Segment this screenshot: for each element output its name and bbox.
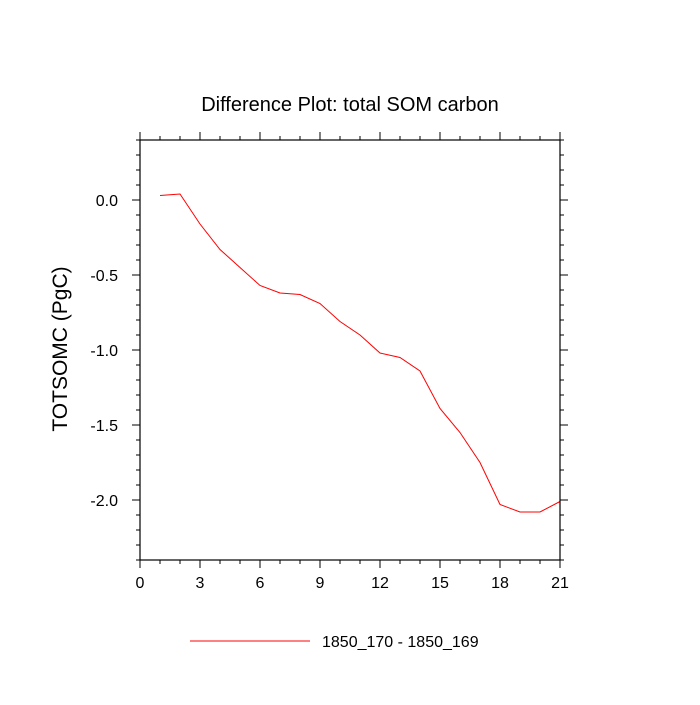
- x-tick-label: 0: [136, 575, 145, 592]
- y-tick-label: -1.5: [90, 418, 118, 435]
- y-tick-label: -2.0: [90, 493, 118, 510]
- series-layer: [159, 193, 561, 513]
- legend: 1850_170 - 1850_169: [190, 634, 479, 651]
- y-tick-label: -0.5: [90, 268, 118, 285]
- axis-ticks: 0 3 6 9 12 15 18 21 0.0 -0.5 -1.0 -1.5 -2.0: [90, 132, 569, 592]
- x-tick-label: 21: [551, 575, 569, 592]
- x-tick-label: 12: [371, 575, 389, 592]
- y-tick-label: 0.0: [96, 193, 118, 210]
- x-tick-label: 6: [256, 575, 265, 592]
- x-tick-label: 15: [431, 575, 449, 592]
- x-tick-label: 3: [196, 575, 205, 592]
- chart-title: Difference Plot: total SOM carbon: [201, 94, 499, 116]
- plot-frame: [139, 139, 561, 561]
- x-tick-label: 9: [316, 575, 325, 592]
- legend-label: 1850_170 - 1850_169: [322, 634, 479, 651]
- y-axis-label: TOTSOMC (PgC): [49, 266, 72, 431]
- series-line: [159, 193, 561, 513]
- x-tick-label: 18: [491, 575, 509, 592]
- y-tick-label: -1.0: [90, 343, 118, 360]
